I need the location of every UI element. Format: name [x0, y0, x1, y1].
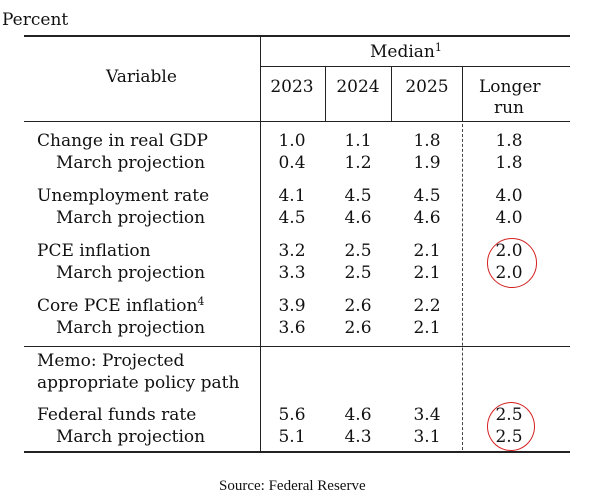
year-header-2024: 2024: [336, 77, 380, 97]
cell-2025: 2.1: [413, 241, 441, 261]
row-label: March projection: [56, 427, 206, 447]
cell-longer-run: 1.8: [495, 153, 523, 173]
cell-2024: 2.5: [344, 263, 372, 283]
cell-2023: 1.0: [278, 131, 306, 151]
cell-2024: 4.6: [344, 208, 372, 228]
variable-header: Variable: [106, 67, 177, 87]
cell-longer-run: 4.0: [495, 208, 523, 228]
row-label: March projection: [56, 208, 206, 228]
cell-2023: 3.9: [278, 296, 306, 316]
cell-2024: 2.6: [344, 318, 372, 338]
longer-run-header-line1: Longer: [479, 77, 541, 97]
cell-2024: 4.6: [344, 405, 372, 425]
source-note: Source: Federal Reserve: [219, 478, 366, 494]
cell-2025: 1.8: [413, 131, 441, 151]
year-divider-1: [325, 66, 326, 122]
cell-longer-run: 1.8: [495, 131, 523, 151]
core-pce-footnote-mark: 4: [197, 295, 205, 308]
median-underline: [260, 66, 570, 67]
row-label: Core PCE inflation4: [37, 295, 205, 316]
table-bottom-rule: [24, 451, 570, 453]
row-label: March projection: [56, 263, 206, 283]
cell-2025: 4.5: [413, 186, 441, 206]
cell-2023: 5.6: [278, 405, 306, 425]
cell-2025: 4.6: [413, 208, 441, 228]
highlight-circle-fed-funds: [487, 402, 535, 451]
year-divider-2: [391, 66, 392, 122]
year-header-2023: 2023: [270, 77, 314, 97]
memo-label-line2: appropriate policy path: [37, 373, 240, 393]
memo-label-line1: Memo: Projected: [37, 351, 185, 371]
cell-2025: 2.2: [413, 296, 441, 316]
cell-2025: 1.9: [413, 153, 441, 173]
cell-2023: 5.1: [278, 427, 306, 447]
cell-2023: 3.6: [278, 318, 306, 338]
cell-2024: 4.5: [344, 186, 372, 206]
cell-2024: 2.5: [344, 241, 372, 261]
row-label: Federal funds rate: [37, 405, 197, 425]
longer-run-dashed-divider: [462, 124, 463, 450]
cell-2024: 1.2: [344, 153, 372, 173]
row-label: PCE inflation: [37, 241, 151, 261]
longer-run-header-line2: run: [493, 98, 525, 118]
row-label: March projection: [56, 318, 206, 338]
cell-2024: 1.1: [344, 131, 372, 151]
median-footnote-mark: 1: [434, 41, 442, 54]
highlight-circle-pce: [487, 238, 537, 288]
row-label: Change in real GDP: [37, 131, 208, 151]
cell-longer-run: 4.0: [495, 186, 523, 206]
cell-2023: 4.1: [278, 186, 306, 206]
variable-column-divider: [260, 36, 261, 452]
cell-2024: 4.3: [344, 427, 372, 447]
table-top-rule: [24, 35, 570, 37]
header-bottom-rule: [24, 121, 570, 122]
cell-2024: 2.6: [344, 296, 372, 316]
row-label: March projection: [56, 153, 206, 173]
year-header-2025: 2025: [405, 77, 449, 97]
cell-2025: 2.1: [413, 318, 441, 338]
cell-2025: 3.1: [413, 427, 441, 447]
cell-2023: 3.3: [278, 263, 306, 283]
year-divider-3: [462, 66, 463, 122]
cell-2025: 3.4: [413, 405, 441, 425]
cell-2023: 0.4: [278, 153, 306, 173]
cell-2025: 2.1: [413, 263, 441, 283]
median-header: Median1: [370, 41, 442, 62]
unit-label: Percent: [2, 10, 69, 30]
row-label: Unemployment rate: [37, 186, 210, 206]
cell-2023: 3.2: [278, 241, 306, 261]
cell-2023: 4.5: [278, 208, 306, 228]
memo-separator-rule: [24, 346, 570, 347]
